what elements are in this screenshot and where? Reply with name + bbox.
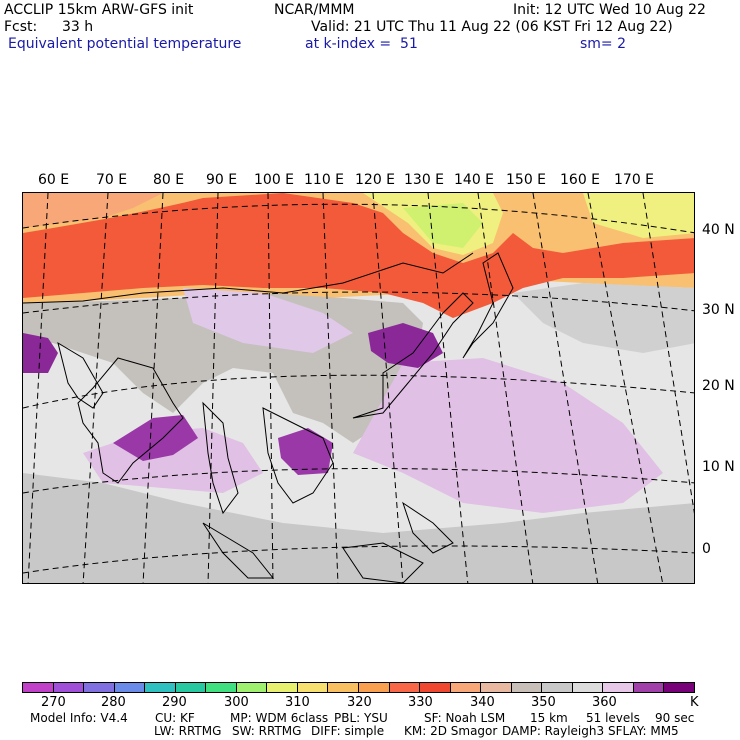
levels: 51 levels xyxy=(586,711,640,725)
theta-lilac-pacific xyxy=(353,358,663,513)
lat-label: 10 N xyxy=(702,459,735,475)
pbl-scheme: PBL: YSU xyxy=(334,711,388,725)
sflay-scheme: SFLAY: MM5 xyxy=(608,724,679,738)
lat-label: 0 xyxy=(702,541,711,557)
lon-label: 60 E xyxy=(38,172,70,188)
legend-swatch xyxy=(481,683,512,692)
legend-swatch xyxy=(114,683,146,692)
theta-grey-south xyxy=(23,473,694,583)
legend-tick: 330 xyxy=(408,695,433,710)
legend-tick: 290 xyxy=(162,695,187,710)
theta-max-arabia xyxy=(23,333,58,373)
theta-band-red xyxy=(23,193,694,318)
lon-label: 160 E xyxy=(560,172,601,188)
lon-label: 110 E xyxy=(304,172,345,188)
fcst-label: Fcst: xyxy=(4,19,38,35)
legend-swatch xyxy=(53,683,85,692)
legend-tick: 310 xyxy=(285,695,310,710)
legend-tick: 320 xyxy=(347,695,372,710)
legend-swatch xyxy=(633,683,665,692)
lon-label: 100 E xyxy=(254,172,295,188)
diff-scheme: DIFF: simple xyxy=(311,724,385,738)
lon-label: 140 E xyxy=(454,172,495,188)
sf-scheme: SF: Noah LSM xyxy=(424,711,506,725)
legend-swatch xyxy=(297,683,329,692)
legend-tick: 270 xyxy=(41,695,66,710)
theta-band-salmon xyxy=(23,193,163,228)
legend-tick: 300 xyxy=(224,695,249,710)
legend-swatch xyxy=(664,683,695,692)
theta-grey-pacific xyxy=(513,283,694,353)
mp-scheme: MP: WDM 6class xyxy=(230,711,329,725)
legend-tick: 280 xyxy=(101,695,126,710)
color-legend xyxy=(22,682,695,693)
graticule xyxy=(23,193,694,583)
center-label: NCAR/MMM xyxy=(274,2,355,18)
legend-swatch xyxy=(450,683,482,692)
legend-swatch xyxy=(359,683,390,692)
km-scheme: KM: 2D Smagor xyxy=(404,724,498,738)
lon-label: 80 E xyxy=(153,172,185,188)
theta-max-indochina xyxy=(278,428,333,475)
theta-band-yellow-east xyxy=(583,193,694,238)
field-name: Equivalent potential temperature xyxy=(8,36,242,52)
lon-label: 120 E xyxy=(355,172,396,188)
lon-label: 150 E xyxy=(506,172,547,188)
legend-swatch xyxy=(267,683,298,692)
resolution: 15 km xyxy=(530,711,568,725)
legend-swatch xyxy=(23,683,54,692)
map-canvas xyxy=(23,193,694,583)
legend-swatch xyxy=(603,683,634,692)
legend-swatch xyxy=(572,683,604,692)
legend-tick: 350 xyxy=(531,695,556,710)
cu-scheme: CU: KF xyxy=(155,711,195,725)
lat-label: 30 N xyxy=(702,302,735,318)
valid-time: Valid: 21 UTC Thu 11 Aug 22 (06 KST Fri … xyxy=(311,19,673,35)
legend-swatch xyxy=(175,683,207,692)
level-label: at k-index = 51 xyxy=(305,36,418,52)
legend-swatch xyxy=(420,683,451,692)
lon-label: 170 E xyxy=(614,172,655,188)
model-info: Model Info: V4.4 xyxy=(30,711,128,725)
theta-lilac-china xyxy=(183,288,353,353)
legend-swatch xyxy=(328,683,360,692)
fcst-value: 33 h xyxy=(62,19,94,35)
legend-unit: K xyxy=(690,695,699,710)
legend-swatch xyxy=(236,683,268,692)
theta-e-map xyxy=(22,192,695,584)
sw-scheme: SW: RRTMG xyxy=(232,724,302,738)
theta-max-east-china xyxy=(368,323,443,368)
legend-tick: 340 xyxy=(470,695,495,710)
lat-label: 20 N xyxy=(702,378,735,394)
theta-max-bengal xyxy=(113,415,198,461)
damp-scheme: DAMP: Rayleigh3 xyxy=(502,724,605,738)
smooth-label: sm= 2 xyxy=(580,36,627,52)
lon-label: 90 E xyxy=(206,172,238,188)
legend-swatch xyxy=(145,683,176,692)
theta-band-lime xyxy=(403,203,483,248)
lat-label: 40 N xyxy=(702,222,735,238)
legend-swatch xyxy=(84,683,115,692)
legend-swatch xyxy=(389,683,421,692)
init-time: Init: 12 UTC Wed 10 Aug 22 xyxy=(513,2,706,18)
legend-swatch xyxy=(511,683,543,692)
lon-label: 70 E xyxy=(96,172,128,188)
legend-swatch xyxy=(206,683,237,692)
model-title: ACCLIP 15km ARW-GFS init xyxy=(4,2,194,18)
legend-tick: 360 xyxy=(592,695,617,710)
lw-scheme: LW: RRTMG xyxy=(154,724,222,738)
legend-swatch xyxy=(542,683,573,692)
lon-label: 130 E xyxy=(404,172,445,188)
timestep: 90 sec xyxy=(655,711,695,725)
